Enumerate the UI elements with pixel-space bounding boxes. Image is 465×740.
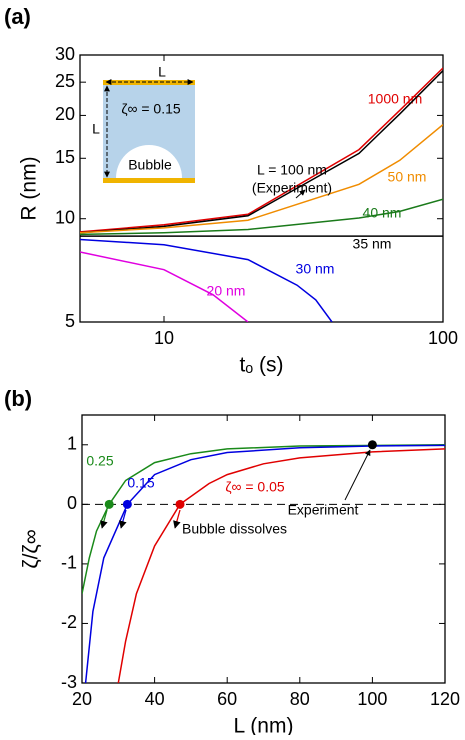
- x-tick-label: 60: [217, 689, 237, 709]
- plot-frame: [79, 54, 444, 323]
- x-axis-label: tₒ (s): [239, 354, 283, 377]
- y-tick-label: 20: [55, 104, 75, 124]
- y-axis-label: R (nm): [18, 156, 41, 220]
- series-label: 35 nm: [353, 236, 392, 252]
- x-tick-label: 40: [145, 689, 165, 709]
- y-tick-label: 0: [67, 493, 77, 513]
- direction-arrow: [100, 509, 108, 529]
- point: [175, 499, 185, 509]
- annotation: (Experiment): [252, 180, 332, 196]
- series-line: [80, 67, 443, 233]
- series-label: 1000 nm: [368, 91, 422, 107]
- x-tick-label: 20: [72, 689, 92, 709]
- inset-bubble: [116, 145, 182, 178]
- point: [122, 499, 132, 509]
- direction-arrow: [173, 509, 181, 529]
- series-line: [80, 198, 443, 236]
- inset: L L ζ∞ = 0.15 Bubble: [92, 64, 195, 183]
- x-tick-label: 10: [154, 328, 174, 348]
- series-line: [80, 70, 443, 234]
- y-tick-label: 15: [55, 147, 75, 167]
- series-label: 30 nm: [296, 261, 335, 277]
- x-tick-label: 120: [430, 689, 460, 709]
- series-line: [80, 124, 443, 234]
- y-tick-label: 25: [55, 71, 75, 91]
- annotation: Bubble dissolves: [182, 521, 287, 537]
- series-label: 40 nm: [363, 205, 402, 221]
- y-tick-label: 30: [55, 44, 75, 64]
- series-label: 50 nm: [388, 169, 427, 185]
- series-label: 0.25: [86, 453, 113, 469]
- y-tick-label: -2: [61, 612, 77, 632]
- x-tick-label: 80: [290, 689, 310, 709]
- series-line: [80, 251, 249, 322]
- inset-plate: [103, 178, 195, 183]
- x-tick-label: 100: [428, 328, 458, 348]
- inset-label: ζ∞ = 0.15: [121, 101, 181, 117]
- y-tick-label: -1: [61, 553, 77, 573]
- annotation-arrow: [295, 189, 306, 199]
- series-label: 0.15: [127, 475, 154, 491]
- series-label: 20 nm: [207, 283, 246, 299]
- y-tick-label: 10: [55, 207, 75, 227]
- panel-label: (b): [4, 386, 32, 411]
- inset-label: Bubble: [128, 157, 172, 173]
- y-axis-label: ζ/ζ∞: [20, 529, 43, 568]
- series-line: [82, 444, 445, 594]
- panel-label: (a): [4, 4, 31, 29]
- point: [367, 440, 377, 450]
- annotation: Experiment: [288, 502, 359, 518]
- series-line: [80, 238, 333, 322]
- point: [104, 499, 114, 509]
- series-label: L = 100 nm: [257, 162, 327, 178]
- x-axis-label: L (nm): [234, 715, 294, 735]
- y-tick-label: -3: [61, 672, 77, 692]
- annotation-arrow: [344, 449, 371, 501]
- series-line: [117, 448, 445, 683]
- y-tick-label: 1: [67, 434, 77, 454]
- direction-arrow: [119, 509, 127, 529]
- inset-label: L: [158, 64, 166, 80]
- series-label: ζ∞ = 0.05: [225, 479, 285, 495]
- plot-frame: [81, 414, 446, 684]
- x-tick-label: 100: [357, 689, 387, 709]
- y-tick-label: 5: [65, 311, 75, 331]
- series-line: [84, 444, 445, 683]
- inset-label: L: [92, 121, 100, 137]
